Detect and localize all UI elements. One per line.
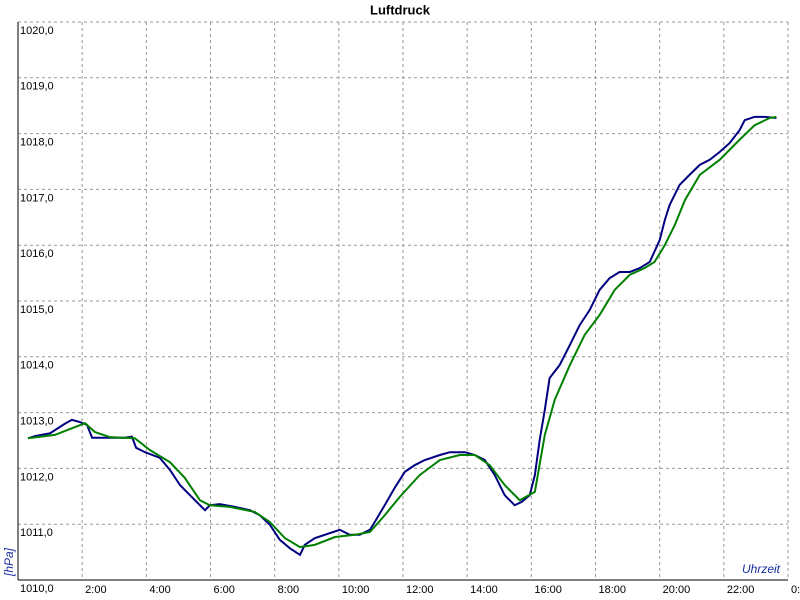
- chart-title: Luftdruck: [370, 2, 431, 17]
- y-tick-label: 1020,0: [20, 25, 54, 37]
- y-axis-label: [hPa]: [2, 547, 16, 577]
- x-tick-label: 0:00: [791, 584, 800, 596]
- y-tick-label: 1018,0: [20, 137, 54, 149]
- x-tick-label: 14:00: [470, 584, 498, 596]
- y-tick-label: 1015,0: [20, 304, 54, 316]
- x-tick-label: 10:00: [342, 584, 370, 596]
- data-line: [27, 115, 777, 549]
- y-tick-label: 1017,0: [20, 192, 54, 204]
- y-tick-label: 1012,0: [20, 471, 54, 483]
- x-tick-label: 16:00: [534, 584, 562, 596]
- x-tick-label: 8:00: [278, 584, 299, 596]
- y-tick-label: 1019,0: [20, 81, 54, 93]
- y-tick-label: 1016,0: [20, 248, 54, 260]
- x-tick-label: 12:00: [406, 584, 434, 596]
- x-tick-label: 20:00: [663, 584, 691, 596]
- y-tick-label: 1014,0: [20, 360, 54, 372]
- y-tick-label: 1010,0: [20, 583, 54, 595]
- x-tick-label: 4:00: [149, 584, 170, 596]
- x-tick-label: 18:00: [599, 584, 627, 596]
- x-tick-label: 6:00: [214, 584, 235, 596]
- x-axis-label: Uhrzeit: [742, 562, 781, 576]
- y-tick-label: 1011,0: [20, 527, 53, 539]
- x-tick-label: 22:00: [727, 584, 755, 596]
- y-tick-label: 1013,0: [20, 416, 54, 428]
- x-tick-label: 2:00: [85, 584, 106, 596]
- data-line: [27, 115, 777, 557]
